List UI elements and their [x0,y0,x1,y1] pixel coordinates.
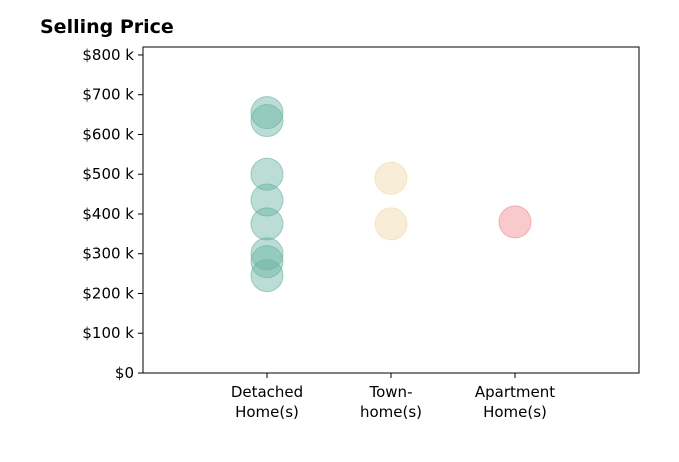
y-tick-label: $100 k [82,324,134,342]
x-tick-label: Home(s) [235,403,299,421]
data-point [374,207,408,241]
data-point [374,161,408,195]
data-point [250,183,284,217]
data-point [498,205,532,239]
y-tick-label: $700 k [82,86,134,104]
y-tick-label: $200 k [82,284,134,302]
x-axis: Detached Home(s) Town-home(s) Apartment Home… [231,373,555,421]
y-tick-label: $400 k [82,205,134,223]
x-tick-label: Home(s) [483,403,547,421]
data-point [250,245,284,279]
y-tick-label: $600 k [82,125,134,143]
data-point [250,104,284,138]
y-tick-label: $800 k [82,46,134,64]
data-point [250,157,284,191]
data-points [250,96,532,293]
x-tick-label: Apartment [475,383,555,401]
chart-title: Selling Price [40,16,174,38]
y-tick-label: $0 [115,364,134,382]
y-axis: $0 $100 k $200 k $300 k $400 k $500 k $600 k $7… [82,46,143,382]
x-tick-label: home(s) [360,403,422,421]
x-tick-label: Detached [231,383,303,401]
data-point [250,259,284,293]
data-point [250,207,284,241]
data-point [250,96,284,130]
y-tick-label: $300 k [82,245,134,263]
y-tick-label: $500 k [82,165,134,183]
x-tick-label: Town- [369,383,413,401]
